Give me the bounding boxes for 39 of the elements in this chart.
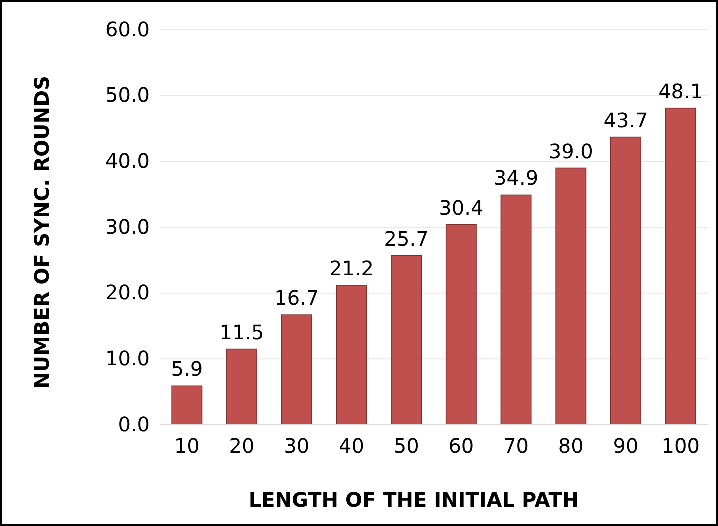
bar: [500, 194, 532, 426]
y-axis-title: NUMBER OF SYNC. ROUNDS: [30, 76, 54, 390]
bar: [226, 348, 258, 426]
x-tick-label: 80: [558, 434, 584, 458]
data-label: 30.4: [439, 196, 484, 220]
data-label: 39.0: [548, 139, 594, 164]
y-tick-label: 40.0: [105, 149, 150, 174]
x-tick-label: 30: [284, 434, 310, 458]
bar: [665, 108, 696, 426]
data-label: 21.2: [329, 256, 374, 280]
x-tick-label: 60: [448, 434, 474, 458]
bar: [610, 136, 642, 426]
x-tick-label: 10: [174, 434, 200, 458]
x-tick-label: 20: [229, 434, 255, 458]
y-tick-label: 20.0: [105, 280, 150, 305]
bar: [446, 224, 477, 426]
y-tick-label: 10.0: [105, 346, 150, 371]
bar: [172, 386, 203, 426]
data-label: 25.7: [384, 226, 429, 251]
data-label: 43.7: [604, 108, 648, 132]
bar: [391, 255, 422, 426]
data-label: 34.9: [494, 166, 539, 190]
y-tick-label: 50.0: [105, 83, 150, 108]
x-tick-label: 70: [504, 434, 530, 458]
bar: [281, 314, 312, 426]
bar: [336, 285, 368, 426]
y-tick-label: 60.0: [105, 17, 150, 42]
y-tick-label: 0.0: [118, 412, 150, 436]
x-axis-title: LENGTH OF THE INITIAL PATH: [248, 488, 580, 512]
data-label: 16.7: [274, 286, 320, 310]
data-label: 48.1: [658, 79, 704, 104]
data-label: 5.9: [171, 357, 204, 382]
y-tick-label: 30.0: [105, 214, 150, 239]
data-label: 11.5: [220, 320, 264, 344]
bar: [556, 168, 587, 426]
x-tick-label: 100: [662, 434, 700, 458]
x-tick-label: 40: [338, 434, 364, 458]
x-tick-label: 50: [394, 434, 420, 458]
x-tick-label: 90: [613, 434, 639, 458]
